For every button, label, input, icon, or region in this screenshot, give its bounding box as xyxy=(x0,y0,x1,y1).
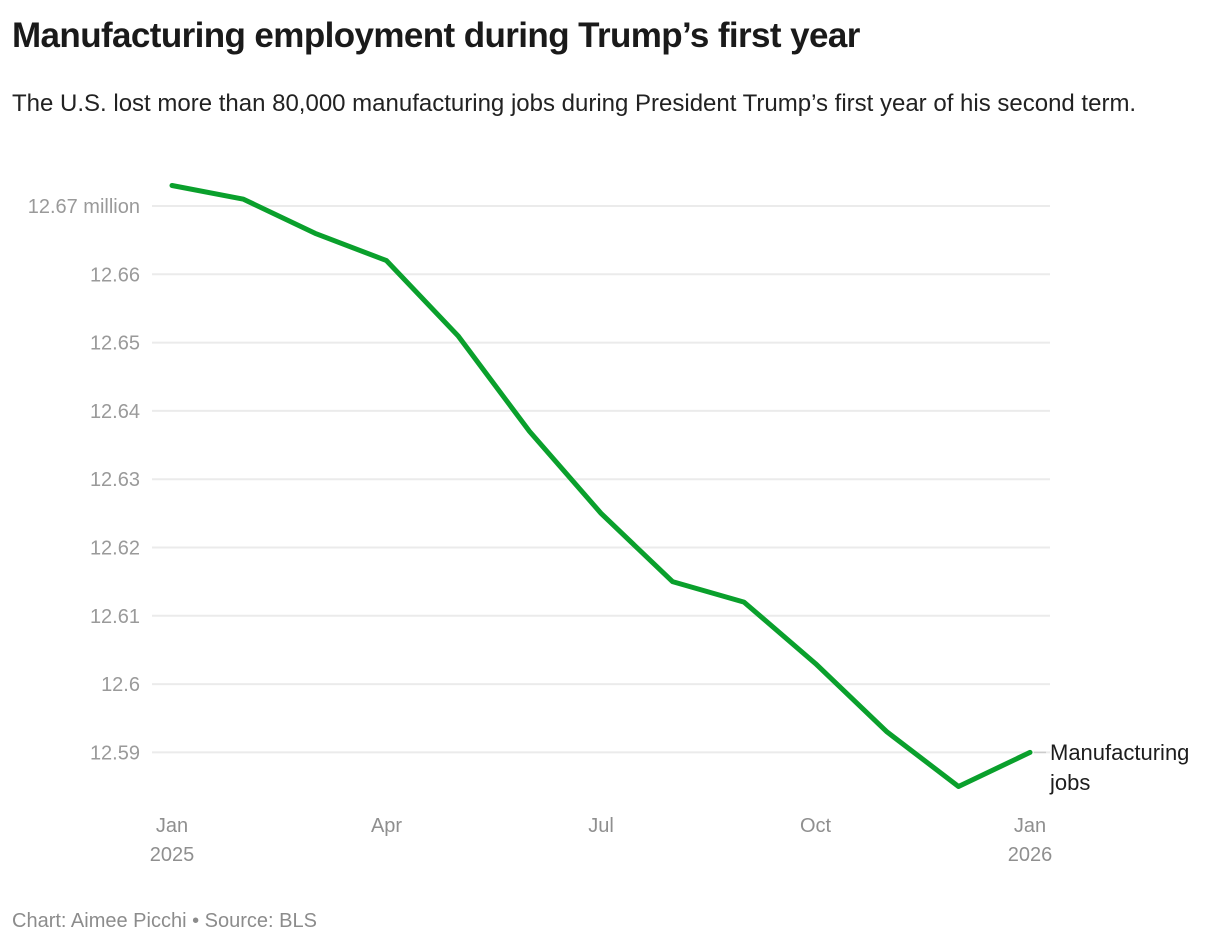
x-tick-year-label: 2025 xyxy=(150,844,195,866)
y-tick-label: 12.6 xyxy=(101,674,140,696)
y-tick-label: 12.64 xyxy=(90,401,140,423)
x-tick-label: Jan xyxy=(156,815,188,837)
y-tick-label: 12.65 xyxy=(90,333,140,355)
y-tick-label: 12.59 xyxy=(90,742,140,764)
series-end-label: Manufacturing jobs xyxy=(1050,738,1218,798)
manufacturing-jobs-line xyxy=(169,183,1033,789)
y-tick-label: 12.63 xyxy=(90,469,140,491)
chart-footer-credit: Chart: Aimee Picchi • Source: BLS xyxy=(12,910,317,932)
x-tick-label: Jul xyxy=(588,815,614,837)
x-tick-year-label: 2026 xyxy=(1008,844,1053,866)
x-tick-label: Oct xyxy=(800,815,832,837)
line-chart-canvas: 12.67 million 12.66 12.65 12.64 12.63 12.62 12… xyxy=(28,183,1053,866)
employment-line-chart: 12.67 million 12.66 12.65 12.64 12.63 12.62 12… xyxy=(0,170,1220,890)
y-tick-label: 12.62 xyxy=(90,538,140,560)
series-end-label-line2: jobs xyxy=(1050,770,1091,795)
y-tick-label: 12.67 million xyxy=(28,196,140,218)
y-tick-label: 12.61 xyxy=(90,606,140,628)
x-tick-label: Jan xyxy=(1014,815,1046,837)
page-subtitle: The U.S. lost more than 80,000 manufactu… xyxy=(12,90,1137,117)
y-tick-label: 12.66 xyxy=(90,264,140,286)
series-end-label-line1: Manufacturing xyxy=(1050,740,1190,765)
x-tick-label: Apr xyxy=(371,815,402,837)
page-title: Manufacturing employment during Trump’s … xyxy=(12,16,860,55)
